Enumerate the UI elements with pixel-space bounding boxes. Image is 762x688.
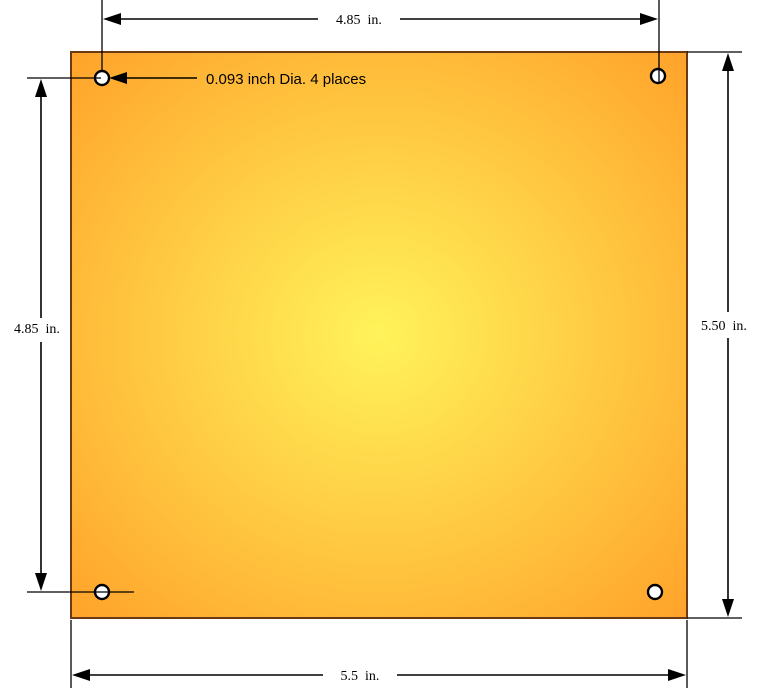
mounting-hole-bottom-right xyxy=(646,583,664,601)
hole-callout: 0.093 inch Dia. 4 places xyxy=(109,71,366,88)
dimension-bottom: 5.5 in. xyxy=(72,669,686,684)
dimension-top: 4.85 in. xyxy=(103,13,658,28)
dimension-top-label: 4.85 in. xyxy=(336,13,382,28)
mounting-hole-top-right xyxy=(649,67,667,85)
hole-callout-label: 0.093 inch Dia. 4 places xyxy=(206,71,366,88)
board xyxy=(70,51,688,619)
dimension-left-label: 4.85 in. xyxy=(14,322,60,337)
dimension-bottom-label: 5.5 in. xyxy=(341,669,380,684)
dimension-right-label: 5.50 in. xyxy=(701,319,747,334)
dimension-right: 5.50 in. xyxy=(701,53,747,617)
dimension-left: 4.85 in. xyxy=(14,79,60,591)
